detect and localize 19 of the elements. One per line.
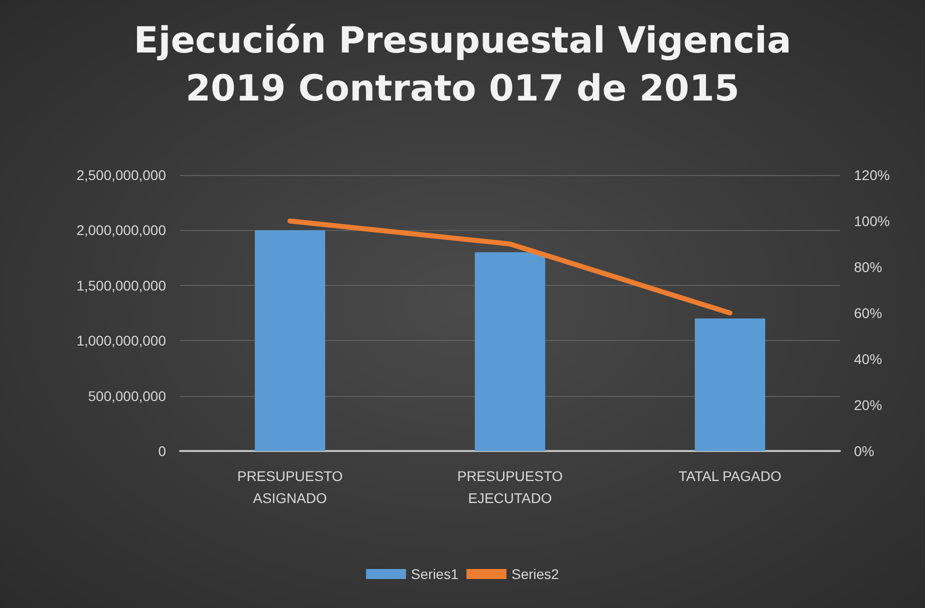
y2-tick-label: 80% <box>854 259 882 275</box>
y-tick-label: 2,000,000,000 <box>76 222 166 238</box>
x-tick-label: TATAL PAGADO <box>678 468 782 484</box>
y2-tick-label: 40% <box>854 351 882 367</box>
x-tick-label: PRESUPUESTO EJECUTADO <box>457 468 563 506</box>
y2-tick-label: 60% <box>854 305 882 321</box>
x-tick-label: PRESUPUESTO ASIGNADO <box>237 468 343 506</box>
y-tick-label: 1,500,000,000 <box>76 277 166 294</box>
y2-tick-label: 120% <box>854 167 890 183</box>
y2-tick-label: 20% <box>854 397 882 413</box>
chart-title: Ejecución Presupuestal Vigencia 2019 Contrato 017 de 2015 <box>134 20 792 110</box>
y-tick-label: 1,000,000,000 <box>76 332 166 349</box>
y2-tick-label: 0% <box>854 443 874 459</box>
legend-label: Series1 <box>411 566 459 582</box>
y-tick-label: 500,000,000 <box>88 388 166 404</box>
y-tick-label: 0 <box>158 443 166 459</box>
y2-tick-label: 100% <box>854 213 890 229</box>
legend-label: Series2 <box>512 566 560 582</box>
y-tick-label: 2,500,000,000 <box>76 167 166 183</box>
